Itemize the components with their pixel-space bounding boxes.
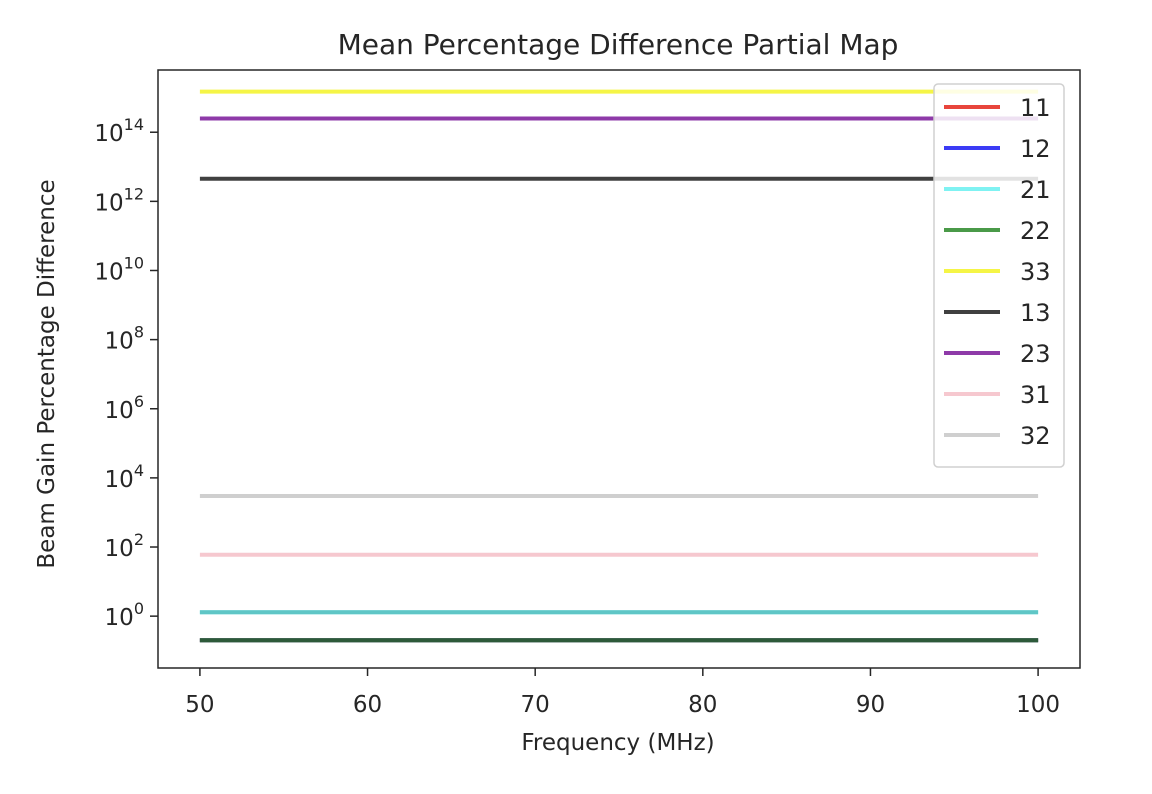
y-tick-label: 106	[105, 392, 144, 424]
legend-label-31: 31	[1020, 381, 1051, 409]
y-tick-label: 1014	[94, 115, 144, 147]
legend-label-11: 11	[1020, 94, 1051, 122]
y-tick-label: 100	[105, 599, 144, 631]
x-tick-label: 90	[856, 692, 885, 718]
legend-label-13: 13	[1020, 299, 1051, 327]
x-tick-label: 50	[185, 692, 214, 718]
plot-area	[157, 69, 1081, 669]
legend-label-32: 32	[1020, 422, 1051, 450]
y-axis: 100 102 104 106 108 1010 1012 1014	[94, 115, 158, 631]
y-tick-label: 1010	[94, 253, 144, 285]
legend-label-12: 12	[1020, 135, 1051, 163]
y-tick-label: 108	[105, 323, 144, 355]
legend-box	[933, 83, 1065, 468]
chart-title: Mean Percentage Difference Partial Map	[338, 28, 899, 61]
y-tick-label: 102	[105, 530, 144, 562]
y-axis-label: Beam Gain Percentage Difference	[34, 179, 60, 568]
legend-label-33: 33	[1020, 258, 1051, 286]
x-tick-label: 80	[688, 692, 717, 718]
legend: 11 12 21 22 33 13 23 31 32	[933, 83, 1065, 468]
y-tick-label: 104	[105, 461, 144, 493]
x-tick-label: 100	[1016, 692, 1060, 718]
legend-label-21: 21	[1020, 176, 1051, 204]
legend-label-23: 23	[1020, 340, 1051, 368]
x-tick-label: 70	[521, 692, 550, 718]
legend-label-22: 22	[1020, 217, 1051, 245]
y-tick-label: 1012	[94, 184, 144, 216]
x-tick-label: 60	[353, 692, 382, 718]
x-axis-label: Frequency (MHz)	[521, 730, 714, 756]
x-axis: 50 60 70 80 90 100	[185, 668, 1060, 718]
plot-frame	[157, 69, 1081, 669]
